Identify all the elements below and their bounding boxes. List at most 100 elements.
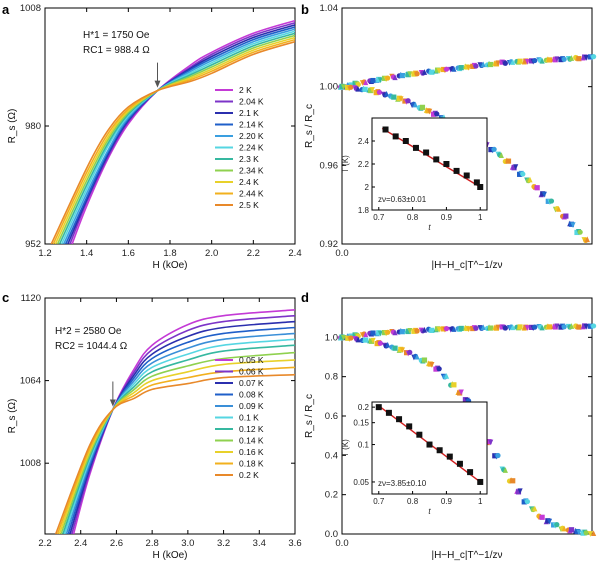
inset-annotation: zν=3.85±0.10 <box>378 479 427 488</box>
x-axis-title: H (kOe) <box>153 260 188 271</box>
panel-b: 0.01.0×10⁻³2.0×10⁻³0.920.961.001.04|H−H_… <box>304 3 597 271</box>
data-point <box>591 530 597 537</box>
data-point <box>363 79 369 86</box>
legend-label: 0.06 K <box>239 367 264 377</box>
x-tick-label: 2.4 <box>288 248 301 259</box>
inset-data-point <box>443 161 450 167</box>
legend-label: 0.18 K <box>239 459 264 469</box>
inset-data-point <box>375 404 382 411</box>
panel-letter-c: c <box>2 290 9 305</box>
plot-frame <box>341 7 593 245</box>
data-point <box>457 390 463 396</box>
data-point <box>568 323 575 329</box>
data-point <box>466 64 472 71</box>
y-tick-label: 1120 <box>21 293 41 304</box>
data-point <box>546 324 553 330</box>
inset-data-point <box>473 179 480 186</box>
panel-a: 1.2 1.4 1.6 1.8 2.0 2.2 2.4 952 980 1008 H (kOe) R_… <box>7 3 302 271</box>
inset-x-axis-title: t <box>428 223 431 232</box>
data-point <box>470 325 476 332</box>
data-point <box>554 56 560 63</box>
inset-data-point <box>436 447 443 454</box>
y-axis-title: R_s (Ω) <box>7 399 18 434</box>
x-tick-label: 2.2 <box>247 248 260 259</box>
inset-y-tick-label: 0.15 <box>353 419 369 428</box>
data-point <box>591 323 597 329</box>
data-point <box>392 345 398 351</box>
y-tick-label: 0.6 <box>325 411 338 422</box>
data-point <box>554 522 560 528</box>
x-tick-label: 2.8 <box>146 538 159 549</box>
series-line-0-2K <box>54 373 295 534</box>
crossing-annotation: H*1 = 1750 Oe <box>83 30 150 41</box>
data-point <box>491 146 497 152</box>
series-group <box>50 19 295 244</box>
data-point <box>377 77 383 84</box>
data-point <box>436 68 442 74</box>
y-tick-label: 0.92 <box>320 239 339 250</box>
data-point <box>558 56 564 63</box>
series-line-0-08K <box>67 326 295 534</box>
inset-x-tick-label: 0.9 <box>441 213 453 222</box>
inset-data-point <box>477 184 484 190</box>
data-point <box>385 75 391 81</box>
data-point <box>355 85 361 92</box>
x-tick-label: 0.0 <box>335 538 348 549</box>
data-point <box>552 57 558 63</box>
x-tick-label: 2.2 <box>38 538 51 549</box>
y-tick-label: 1.00 <box>320 82 339 93</box>
panel-d: 0.05.0×10⁻³1.0×10⁻²1.5×10⁻²2.0×10⁻²0.00.… <box>304 297 597 561</box>
data-point <box>568 55 575 61</box>
data-point <box>411 71 417 77</box>
data-point <box>561 324 567 330</box>
x-tick-label: 3.4 <box>253 538 266 549</box>
data-point <box>434 111 440 117</box>
crossing-arrowhead <box>109 399 116 407</box>
data-point <box>376 89 383 95</box>
legend-label: 0.1 K <box>239 413 259 423</box>
inset-data-point <box>416 431 423 438</box>
y-axis-title: R_s (Ω) <box>7 109 18 144</box>
y-tick-label: 0.96 <box>320 160 339 171</box>
data-point <box>369 87 375 93</box>
data-point <box>576 56 582 62</box>
data-point <box>436 366 442 372</box>
series-line-0-14K <box>60 351 295 534</box>
inset-y-tick-label: 2 <box>365 183 370 192</box>
inset-x-tick-label: 1 <box>478 213 483 222</box>
data-point <box>392 329 398 336</box>
inset-data-point <box>453 167 460 174</box>
series-line-0-16K <box>58 359 295 534</box>
data-point <box>511 165 517 171</box>
data-point <box>411 328 417 334</box>
data-point <box>451 382 457 388</box>
inset-data-point <box>433 156 440 163</box>
inset-data-point <box>412 144 419 151</box>
data-point <box>539 57 545 64</box>
collapse-points <box>337 323 597 537</box>
legend-label: 2.04 K <box>239 97 264 107</box>
inset-data-point <box>446 453 453 460</box>
inset-y-axis-title: T (K) <box>341 155 350 173</box>
inset-data-point <box>456 460 463 467</box>
data-point <box>429 327 435 333</box>
data-point <box>348 335 354 341</box>
data-point <box>429 69 435 75</box>
data-point <box>458 389 464 396</box>
data-point <box>373 90 379 96</box>
inset-data-point <box>385 409 392 416</box>
data-point <box>493 61 500 67</box>
x-tick-label: 2.6 <box>110 538 123 549</box>
data-point <box>561 525 567 532</box>
x-tick-label: 1.4 <box>80 248 93 259</box>
data-point <box>384 90 390 97</box>
data-point <box>534 185 540 191</box>
x-axis-title: |H−H_c|T^−1/zν <box>431 550 502 561</box>
data-point <box>524 59 531 65</box>
crossing-annotation: RC2 = 1044.4 Ω <box>55 341 128 352</box>
data-point <box>399 72 406 79</box>
inset-data-point <box>392 133 399 140</box>
y-tick-label: 1064 <box>20 376 41 387</box>
data-point <box>502 325 508 331</box>
panel-letter-a: a <box>2 2 10 17</box>
